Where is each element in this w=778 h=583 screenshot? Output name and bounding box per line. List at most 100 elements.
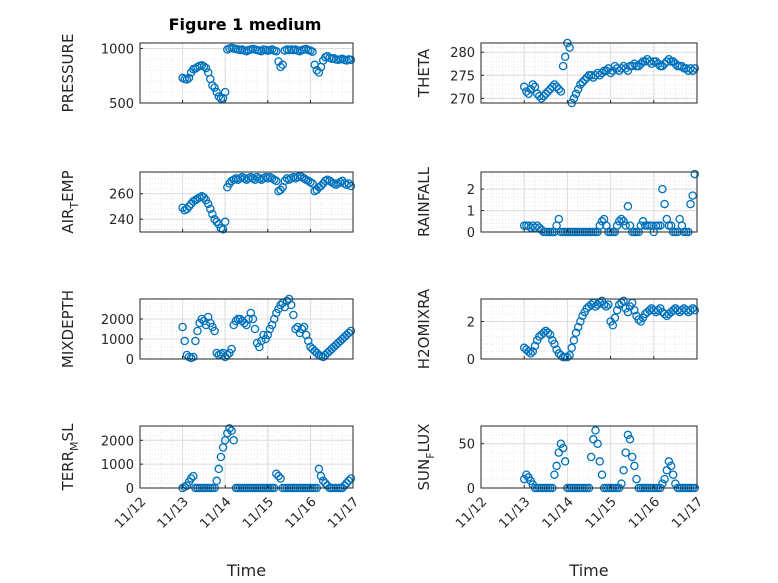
data-point bbox=[597, 217, 607, 226]
axes-box bbox=[480, 425, 698, 489]
data-point bbox=[666, 461, 676, 471]
x-axis-label: Time bbox=[568, 561, 608, 580]
data-point bbox=[212, 217, 221, 227]
y-axis-label: SUNFLUX bbox=[415, 424, 437, 491]
axes-box bbox=[480, 298, 698, 360]
data-point bbox=[668, 57, 678, 66]
data-point bbox=[560, 52, 570, 62]
data-point bbox=[304, 176, 313, 186]
data-point bbox=[595, 457, 605, 466]
data-point bbox=[627, 61, 637, 71]
data-point bbox=[199, 62, 209, 71]
data-point bbox=[621, 221, 630, 230]
data-point bbox=[580, 75, 589, 85]
data-point bbox=[342, 478, 351, 488]
data-point bbox=[582, 73, 592, 82]
data-point bbox=[651, 57, 661, 66]
subplot-mixdepth: 0 1000 2000 MIXDEPTH bbox=[59, 290, 356, 368]
data-point bbox=[210, 326, 219, 336]
data-point bbox=[591, 426, 600, 435]
data-point bbox=[541, 89, 551, 99]
data-point bbox=[621, 448, 630, 457]
data-point bbox=[325, 176, 334, 186]
data-point bbox=[223, 428, 232, 438]
y-tick-label: 270 bbox=[450, 92, 475, 107]
data-point bbox=[340, 481, 349, 490]
data-point bbox=[526, 84, 535, 94]
data-point bbox=[688, 66, 697, 75]
data-point bbox=[573, 84, 583, 94]
data-point bbox=[210, 214, 219, 224]
data-point bbox=[261, 334, 270, 344]
y-tick-label: 50 bbox=[458, 438, 475, 453]
data-point bbox=[658, 479, 667, 488]
data-point bbox=[184, 73, 194, 83]
data-point bbox=[586, 452, 596, 462]
data-point bbox=[333, 179, 343, 188]
data-point bbox=[528, 347, 538, 356]
data-point bbox=[565, 43, 574, 52]
data-point bbox=[602, 302, 611, 311]
data-point bbox=[571, 328, 581, 338]
data-point bbox=[569, 336, 579, 345]
data-point bbox=[246, 172, 256, 182]
data-point bbox=[272, 469, 281, 478]
y-tick-label: 240 bbox=[109, 213, 134, 228]
data-point bbox=[346, 474, 356, 483]
data-point bbox=[576, 317, 585, 326]
data-point bbox=[530, 341, 540, 351]
data-point bbox=[623, 202, 633, 211]
data-point bbox=[276, 474, 285, 483]
y-tick-label: 2000 bbox=[101, 434, 134, 449]
data-point bbox=[274, 471, 283, 481]
data-point bbox=[321, 478, 330, 488]
data-point bbox=[630, 461, 639, 471]
data-point bbox=[634, 61, 643, 71]
data-point bbox=[528, 80, 538, 89]
data-point bbox=[208, 81, 217, 90]
data-point bbox=[522, 87, 531, 96]
y-tick-label: 1000 bbox=[101, 333, 134, 348]
data-point bbox=[623, 430, 633, 440]
axes-box bbox=[480, 171, 698, 233]
data-point bbox=[556, 87, 566, 96]
subplot-theta: 270 275 280 THETA bbox=[415, 38, 700, 107]
data-point bbox=[619, 61, 628, 71]
data-point bbox=[227, 344, 236, 354]
data-point bbox=[191, 195, 200, 205]
data-point bbox=[344, 328, 353, 338]
data-point bbox=[248, 174, 258, 183]
data-point bbox=[632, 474, 641, 484]
y-axis-label: RAINFALL bbox=[415, 166, 433, 237]
data-point bbox=[524, 89, 533, 99]
data-point bbox=[563, 352, 572, 362]
data-point bbox=[206, 204, 215, 214]
data-point bbox=[225, 424, 234, 433]
data-point bbox=[532, 221, 542, 230]
data-point bbox=[267, 174, 277, 183]
data-point bbox=[612, 221, 622, 230]
data-point bbox=[344, 179, 353, 188]
y-tick-label: 280 bbox=[450, 46, 475, 61]
axes-box bbox=[139, 42, 354, 104]
data-point bbox=[612, 306, 622, 315]
data-point bbox=[593, 439, 602, 448]
data-point bbox=[660, 474, 669, 484]
axes-box bbox=[139, 298, 354, 360]
data-point bbox=[191, 336, 200, 346]
data-point bbox=[299, 174, 309, 183]
data-point bbox=[346, 181, 356, 191]
data-point bbox=[346, 55, 356, 65]
y-tick-label: 2000 bbox=[101, 313, 134, 328]
data-point bbox=[599, 300, 609, 309]
data-point bbox=[619, 296, 628, 306]
data-point bbox=[535, 223, 544, 232]
y-axis-label: MIXDEPTH bbox=[59, 290, 77, 368]
data-point bbox=[206, 318, 215, 328]
data-point bbox=[662, 57, 672, 66]
data-point bbox=[318, 476, 328, 486]
data-point bbox=[331, 180, 341, 190]
data-point bbox=[212, 87, 221, 97]
data-point bbox=[308, 179, 317, 188]
